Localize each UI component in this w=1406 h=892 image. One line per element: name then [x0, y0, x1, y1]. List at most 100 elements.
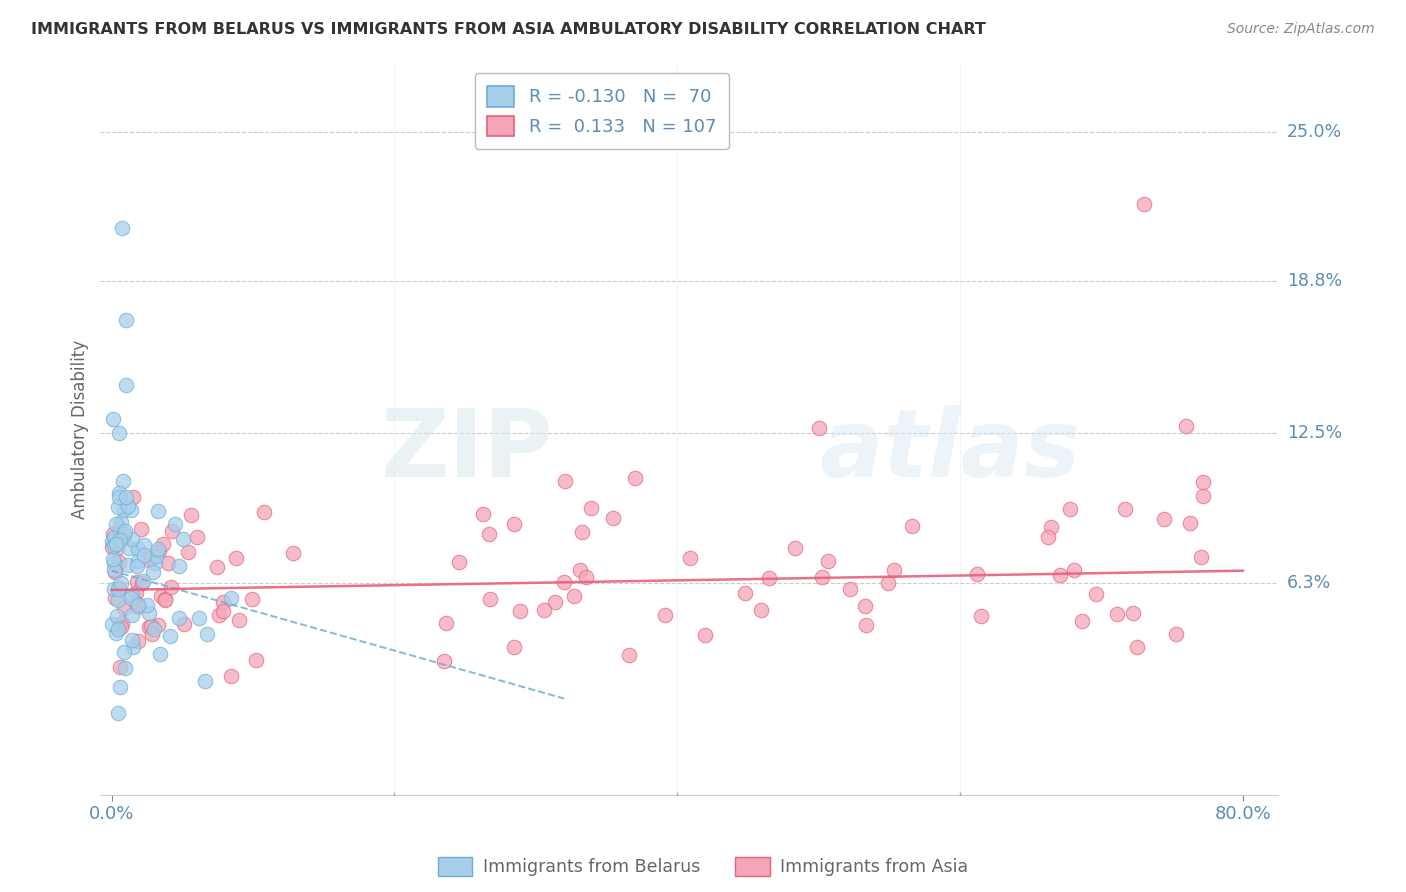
- Point: [807, 421, 830, 435]
- Point: [114, 313, 136, 327]
- Point: [135, 598, 157, 612]
- Point: [1189, 549, 1212, 564]
- Point: [156, 556, 179, 570]
- Point: [143, 556, 166, 570]
- Point: [117, 500, 139, 514]
- Point: [449, 555, 471, 569]
- Point: [1049, 568, 1071, 582]
- Point: [111, 475, 134, 489]
- Point: [970, 608, 993, 623]
- Point: [149, 589, 172, 603]
- Point: [107, 426, 129, 441]
- Point: [125, 596, 148, 610]
- Point: [212, 594, 235, 608]
- Point: [108, 485, 131, 500]
- Point: [167, 611, 190, 625]
- Point: [1133, 197, 1156, 211]
- Point: [901, 519, 924, 533]
- Point: [679, 550, 702, 565]
- Point: [107, 500, 129, 514]
- Point: [122, 640, 145, 654]
- Point: [502, 516, 524, 531]
- Point: [153, 592, 176, 607]
- Point: [188, 611, 211, 625]
- Point: [125, 586, 148, 600]
- Point: [205, 560, 228, 574]
- Point: [478, 527, 501, 541]
- Point: [1085, 587, 1108, 601]
- Point: [107, 609, 129, 624]
- Point: [110, 533, 132, 547]
- Text: Source: ZipAtlas.com: Source: ZipAtlas.com: [1227, 22, 1375, 37]
- Point: [1166, 627, 1188, 641]
- Point: [127, 599, 149, 613]
- Point: [838, 582, 860, 596]
- Point: [159, 629, 181, 643]
- Point: [127, 634, 149, 648]
- Point: [127, 600, 149, 615]
- Point: [105, 516, 128, 531]
- Point: [108, 490, 131, 504]
- Legend: Immigrants from Belarus, Immigrants from Asia: Immigrants from Belarus, Immigrants from…: [430, 850, 976, 883]
- Point: [624, 471, 647, 485]
- Point: [602, 511, 624, 525]
- Point: [575, 570, 598, 584]
- Point: [112, 527, 135, 541]
- Point: [479, 591, 502, 606]
- Point: [110, 680, 132, 694]
- Point: [127, 558, 149, 573]
- Point: [117, 558, 139, 572]
- Point: [104, 626, 127, 640]
- Point: [121, 633, 143, 648]
- Text: 6.3%: 6.3%: [1286, 574, 1331, 591]
- Point: [145, 549, 167, 564]
- Point: [143, 622, 166, 636]
- Text: 25.0%: 25.0%: [1286, 122, 1341, 141]
- Text: 12.5%: 12.5%: [1286, 425, 1341, 442]
- Point: [103, 565, 125, 579]
- Point: [152, 537, 174, 551]
- Point: [228, 613, 250, 627]
- Point: [107, 522, 129, 536]
- Point: [129, 522, 152, 536]
- Point: [1175, 419, 1198, 434]
- Point: [877, 575, 900, 590]
- Point: [101, 412, 124, 426]
- Point: [219, 668, 242, 682]
- Point: [120, 591, 142, 605]
- Point: [1178, 516, 1201, 530]
- Point: [132, 548, 155, 562]
- Point: [281, 546, 304, 560]
- Text: 18.8%: 18.8%: [1286, 272, 1341, 290]
- Point: [114, 661, 136, 675]
- Point: [1192, 489, 1215, 503]
- Point: [1126, 640, 1149, 655]
- Point: [1039, 520, 1062, 534]
- Point: [186, 531, 208, 545]
- Point: [132, 574, 155, 588]
- Point: [105, 537, 128, 551]
- Text: ZIP: ZIP: [381, 406, 554, 498]
- Point: [212, 604, 235, 618]
- Point: [148, 544, 170, 558]
- Point: [693, 628, 716, 642]
- Point: [966, 566, 988, 581]
- Point: [1114, 501, 1136, 516]
- Point: [103, 582, 125, 596]
- Point: [110, 620, 132, 634]
- Point: [434, 615, 457, 630]
- Point: [112, 530, 135, 544]
- Point: [132, 538, 155, 552]
- Point: [107, 593, 129, 607]
- Point: [110, 516, 132, 530]
- Point: [125, 574, 148, 589]
- Point: [108, 556, 131, 570]
- Point: [153, 593, 176, 607]
- Point: [107, 622, 129, 636]
- Point: [149, 647, 172, 661]
- Point: [103, 539, 125, 553]
- Point: [1192, 475, 1215, 489]
- Point: [138, 620, 160, 634]
- Point: [180, 508, 202, 522]
- Point: [568, 563, 591, 577]
